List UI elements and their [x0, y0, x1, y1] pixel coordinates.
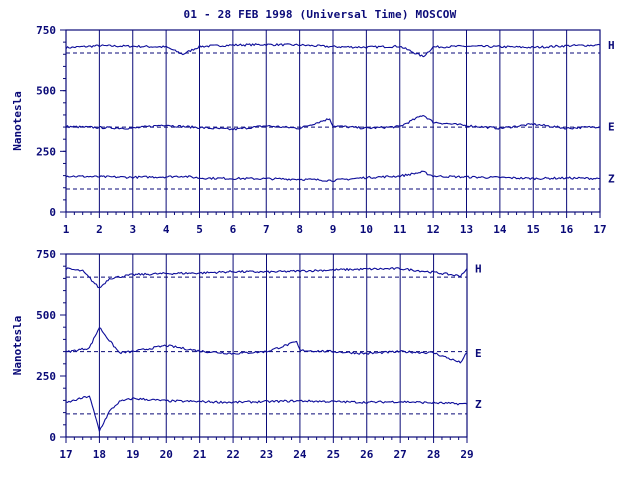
x-tick-label: 12 — [427, 223, 440, 236]
x-tick-label: 27 — [394, 448, 407, 461]
trace-H — [65, 43, 601, 58]
chart-panel-1: 1 2 3 4 5 6 7 8 9 10 11 12 13 14 15 16 170250500750Nanot… — [11, 24, 615, 236]
y-tick-label: 0 — [49, 431, 56, 444]
series-label-E: E — [475, 347, 482, 360]
x-tick-label: 1 — [63, 223, 70, 236]
y-tick-label: 750 — [36, 24, 56, 37]
chart-title: 01 - 28 FEB 1998 (Universal Time) MOSCOW — [183, 8, 457, 21]
chart-panel-2: 17 18 19 20 21 22 23 24 25 26 27 28 29 0 250 500 750 Nano… — [11, 248, 482, 461]
series-label-H: H — [475, 263, 482, 276]
x-tick-label: 20 — [160, 448, 173, 461]
y-axis-label: Nanotesla — [11, 91, 24, 151]
x-tick-label: 19 — [126, 448, 139, 461]
series-label-Z: Z — [608, 173, 615, 186]
y-tick-label: 0 — [49, 206, 56, 219]
x-tick-label: 10 — [360, 223, 373, 236]
x-tick-label: 9 — [330, 223, 337, 236]
x-tick-label: 17 — [593, 223, 606, 236]
x-tick-label: 8 — [296, 223, 303, 236]
series-label-H: H — [608, 39, 615, 52]
x-tick-label: 26 — [360, 448, 374, 461]
trace-Z — [65, 395, 468, 432]
y-tick-label: 500 — [36, 309, 56, 322]
trace-H — [65, 267, 468, 289]
x-tick-label: 21 — [193, 448, 207, 461]
x-tick-label: 5 — [196, 223, 203, 236]
y-tick-label: 750 — [36, 248, 56, 261]
x-tick-label: 24 — [293, 448, 307, 461]
x-tick-label: 17 — [59, 448, 72, 461]
y-tick-label: 250 — [36, 145, 56, 158]
x-tick-label: 28 — [427, 448, 440, 461]
trace-Z — [65, 170, 600, 183]
x-tick-label: 16 — [560, 223, 574, 236]
x-tick-label: 3 — [129, 223, 136, 236]
x-tick-label: 29 — [460, 448, 473, 461]
x-tick-label: 23 — [260, 448, 273, 461]
y-tick-label: 250 — [36, 370, 56, 383]
x-tick-label: 6 — [230, 223, 237, 236]
x-tick-label: 4 — [163, 223, 170, 236]
x-tick-label: 13 — [460, 223, 473, 236]
series-label-E: E — [608, 121, 615, 134]
trace-E — [65, 327, 468, 364]
x-tick-label: 7 — [263, 223, 270, 236]
x-tick-label: 22 — [226, 448, 239, 461]
y-tick-label: 500 — [36, 85, 56, 98]
x-tick-label: 14 — [493, 223, 507, 236]
x-tick-label: 2 — [96, 223, 103, 236]
trace-E — [65, 114, 601, 131]
x-tick-label: 11 — [393, 223, 407, 236]
y-axis-label: Nanotesla — [11, 316, 24, 376]
x-tick-label: 18 — [93, 448, 106, 461]
x-tick-label: 15 — [527, 223, 540, 236]
series-label-Z: Z — [475, 398, 482, 411]
x-tick-label: 25 — [327, 448, 340, 461]
